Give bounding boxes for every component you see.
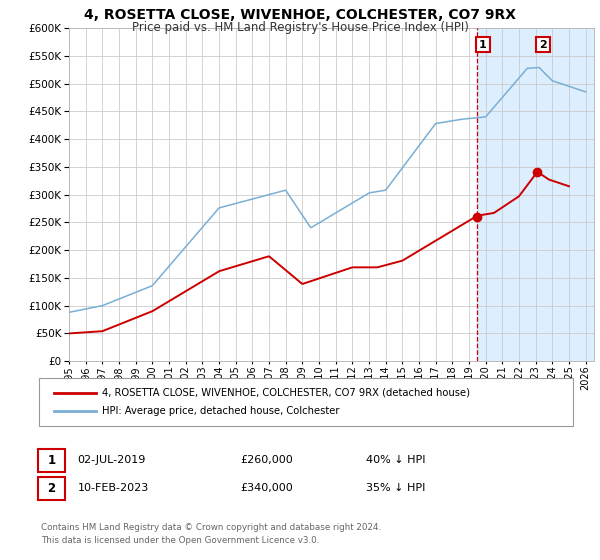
Text: This data is licensed under the Open Government Licence v3.0.: This data is licensed under the Open Gov… [41, 536, 319, 545]
Text: 2: 2 [539, 40, 547, 50]
Text: 4, ROSETTA CLOSE, WIVENHOE, COLCHESTER, CO7 9RX (detached house): 4, ROSETTA CLOSE, WIVENHOE, COLCHESTER, … [102, 388, 470, 398]
Text: 2: 2 [47, 482, 56, 495]
Text: £340,000: £340,000 [240, 483, 293, 493]
Text: 1: 1 [479, 40, 487, 50]
Bar [478, 28, 594, 361]
Text: Price paid vs. HM Land Registry's House Price Index (HPI): Price paid vs. HM Land Registry's House … [131, 21, 469, 34]
Text: 1: 1 [47, 454, 56, 467]
Text: HPI: Average price, detached house, Colchester: HPI: Average price, detached house, Colc… [102, 406, 340, 416]
Text: 35% ↓ HPI: 35% ↓ HPI [366, 483, 425, 493]
Text: Contains HM Land Registry data © Crown copyright and database right 2024.: Contains HM Land Registry data © Crown c… [41, 523, 381, 532]
Text: 10-FEB-2023: 10-FEB-2023 [77, 483, 149, 493]
Text: 4, ROSETTA CLOSE, WIVENHOE, COLCHESTER, CO7 9RX: 4, ROSETTA CLOSE, WIVENHOE, COLCHESTER, … [84, 8, 516, 22]
Text: £260,000: £260,000 [240, 455, 293, 465]
Text: 02-JUL-2019: 02-JUL-2019 [77, 455, 146, 465]
Text: 40% ↓ HPI: 40% ↓ HPI [366, 455, 425, 465]
